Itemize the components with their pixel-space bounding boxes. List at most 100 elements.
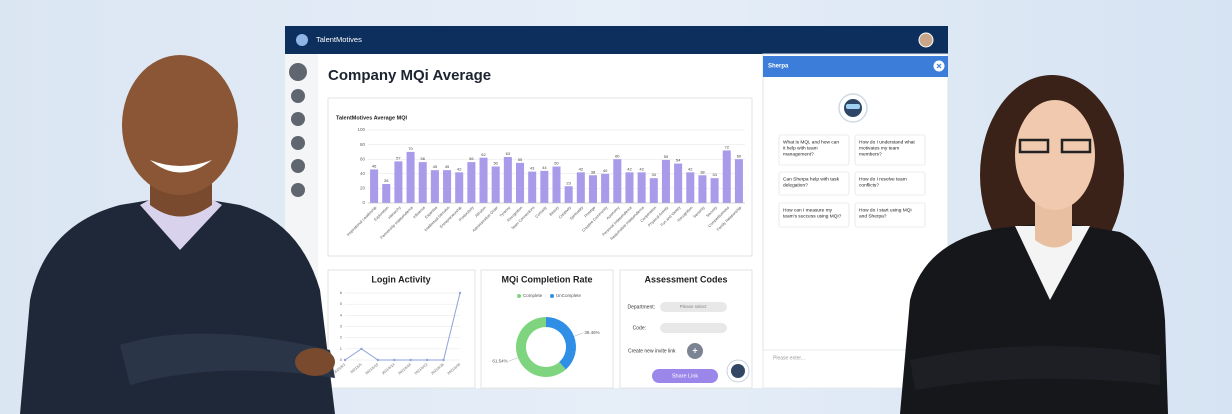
bar-value-label: 60 xyxy=(615,153,620,158)
bar xyxy=(637,172,646,203)
woman-glasses xyxy=(1018,138,1092,154)
question-card[interactable] xyxy=(778,171,850,196)
question-text: How do I understand what xyxy=(859,139,915,145)
nav-home[interactable] xyxy=(289,63,307,81)
nav-profile[interactable] xyxy=(291,89,305,103)
page-title: Company MQi Average xyxy=(328,67,491,84)
bar-value-label: 62 xyxy=(481,152,486,157)
bar xyxy=(625,172,634,203)
woman-face xyxy=(1015,100,1095,210)
question-card[interactable] xyxy=(778,134,850,166)
bar-value-label: 43 xyxy=(530,166,535,171)
bar-value-label: 59 xyxy=(664,154,669,159)
bar-value-label: 38 xyxy=(591,169,596,174)
question-card[interactable] xyxy=(854,171,926,196)
question-text: motivates my team xyxy=(859,145,899,151)
slice-leader xyxy=(573,332,584,337)
bar-value-label: 42 xyxy=(627,166,632,171)
question-text: and Sherpa? xyxy=(859,213,887,219)
bar xyxy=(564,186,573,203)
y-tick-label: 40 xyxy=(360,171,366,176)
login-card xyxy=(327,269,476,389)
bar xyxy=(443,170,452,203)
question-card[interactable] xyxy=(854,134,926,166)
code-label: Code: xyxy=(633,325,646,331)
bar xyxy=(601,173,610,203)
bar-value-label: 72 xyxy=(725,145,730,150)
bar-value-label: 63 xyxy=(506,151,511,156)
y-tick-label: 60 xyxy=(360,156,366,161)
bar-value-label: 44 xyxy=(542,165,547,170)
bar-value-label: 42 xyxy=(688,166,693,171)
department-select[interactable] xyxy=(660,302,727,312)
donut-slice xyxy=(516,317,566,377)
department-placeholder: Please select xyxy=(680,304,708,309)
legend-label: Complete xyxy=(523,293,543,298)
top-bar xyxy=(285,26,948,54)
y-tick-label: 2 xyxy=(340,335,343,340)
bar-value-label: 26 xyxy=(384,178,389,183)
department-label: Department: xyxy=(627,304,655,310)
y-tick-label: 100 xyxy=(357,127,365,132)
login-point xyxy=(343,358,347,362)
question-card[interactable] xyxy=(778,202,850,228)
login-title: Login Activity xyxy=(371,274,430,284)
login-point xyxy=(360,347,363,351)
add-button-label: + xyxy=(692,345,697,355)
bar xyxy=(382,184,391,203)
nav-save[interactable] xyxy=(291,159,305,173)
bar xyxy=(698,175,707,203)
y-tick-label: 4 xyxy=(340,312,343,317)
slice-label: 61.54% xyxy=(492,358,507,363)
question-text: team's success using MQi? xyxy=(783,213,842,219)
bar xyxy=(455,172,464,203)
bar-value-label: 56 xyxy=(420,156,425,161)
bar-value-label: 46 xyxy=(372,163,377,168)
bar xyxy=(467,162,476,203)
invite-label: Create new invite link xyxy=(628,348,676,354)
question-text: What is MQi, and how can xyxy=(783,139,839,145)
bar-value-label: 23 xyxy=(566,180,571,185)
y-tick-label: 20 xyxy=(360,186,366,191)
bar xyxy=(722,150,731,203)
bar-value-label: 40 xyxy=(603,168,608,173)
bar-value-label: 70 xyxy=(408,146,413,151)
bar-value-label: 50 xyxy=(493,161,498,166)
nav-settings[interactable] xyxy=(291,183,305,197)
completion-title: MQi Completion Rate xyxy=(501,274,592,284)
assessment-title: Assessment Codes xyxy=(644,274,727,284)
bar xyxy=(649,178,658,203)
nav-analytics[interactable] xyxy=(291,136,305,150)
bar xyxy=(370,169,379,203)
bar-value-label: 42 xyxy=(579,166,584,171)
user-avatar[interactable] xyxy=(918,32,934,48)
woman-neck xyxy=(1035,200,1072,248)
add-button[interactable] xyxy=(687,343,703,359)
question-text: How do I resolve team xyxy=(859,176,907,182)
bar-value-label: 38 xyxy=(700,169,705,174)
sherpa-goggles xyxy=(846,104,860,109)
slice-leader xyxy=(508,357,519,362)
x-tick-label: Beauty xyxy=(549,206,560,217)
login-point xyxy=(425,358,429,362)
share-button[interactable] xyxy=(652,369,718,383)
man-arms xyxy=(120,333,335,385)
question-card[interactable] xyxy=(854,202,926,228)
brand: TalentMotives xyxy=(316,35,362,44)
y-tick-label: 3 xyxy=(340,324,343,329)
bar-value-label: 34 xyxy=(652,172,657,177)
bar-value-label: 42 xyxy=(457,166,462,171)
login-point xyxy=(442,358,445,362)
man-smile xyxy=(150,160,212,173)
x-tick-label: 2021/6/5 xyxy=(350,362,363,374)
y-tick-label: 6 xyxy=(340,290,343,295)
question-text: it help with team xyxy=(783,145,818,151)
bar xyxy=(394,161,403,203)
code-field[interactable] xyxy=(660,323,727,333)
question-text: members? xyxy=(859,151,882,157)
bar xyxy=(491,166,500,203)
bar xyxy=(406,151,415,203)
nav-reports[interactable] xyxy=(291,112,305,126)
question-text: delegation? xyxy=(783,182,808,188)
login-point xyxy=(409,358,412,362)
